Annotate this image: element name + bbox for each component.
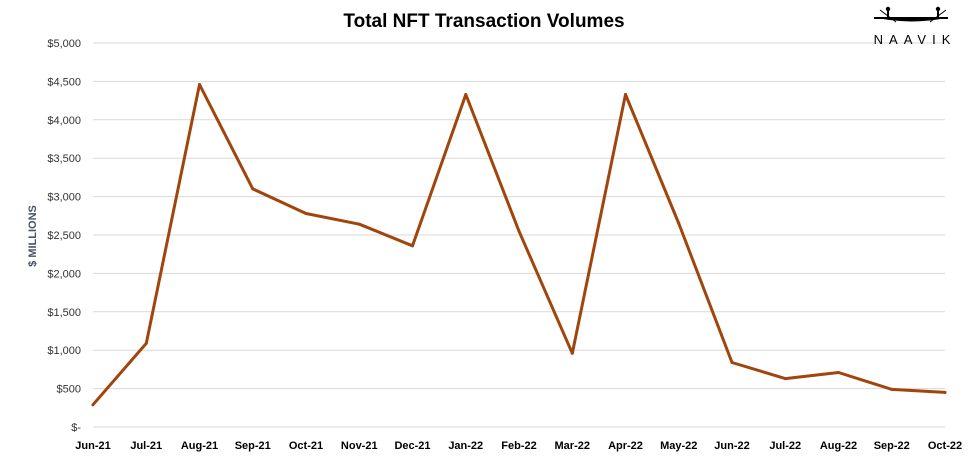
- x-tick-label: Feb-22: [501, 440, 536, 452]
- x-tick-label: Oct-21: [289, 440, 323, 452]
- data-point: [304, 211, 308, 215]
- x-tick-label: Aug-22: [820, 440, 857, 452]
- x-tick-label: Mar-22: [555, 440, 590, 452]
- y-tick-label: $1,000: [47, 345, 81, 357]
- data-point: [464, 92, 468, 96]
- data-point: [943, 390, 947, 394]
- gridlines: [93, 42, 945, 428]
- y-tick-labels: $- $500 $1,000 $1,500 $2,000 $2,500 $3,000 $3,5…: [47, 38, 81, 434]
- y-axis-label: $ MILLIONS: [27, 205, 39, 267]
- x-tick-label: Dec-21: [394, 440, 430, 452]
- x-tick-label: Jul-21: [130, 440, 162, 452]
- data-point: [624, 92, 627, 96]
- data-point: [517, 229, 521, 233]
- data-point: [570, 351, 574, 355]
- x-tick-label: Aug-21: [181, 440, 218, 452]
- y-tick-label: $4,000: [47, 115, 81, 127]
- series-group: [91, 82, 947, 407]
- data-point: [837, 370, 840, 374]
- y-tick-label: $3,000: [47, 192, 81, 204]
- y-tick-label: $3,500: [47, 153, 81, 165]
- y-tick-label: $1,500: [47, 307, 81, 319]
- data-point: [783, 377, 787, 381]
- x-tick-label: Jun-21: [75, 440, 110, 452]
- x-tick-labels: Jun-21 Jul-21 Aug-21 Sep-21 Oct-21 Nov-21 Dec-…: [75, 440, 962, 452]
- y-tick-label: $5,000: [47, 38, 81, 50]
- data-point: [677, 221, 681, 225]
- x-tick-label: Nov-21: [341, 440, 378, 452]
- naavik-logo: NAAVIK: [874, 6, 957, 47]
- data-point: [198, 82, 201, 86]
- y-tick-label: $500: [57, 384, 81, 396]
- x-tick-label: Sep-21: [235, 440, 271, 452]
- y-tick-label: $2,000: [47, 268, 81, 280]
- x-tick-label: Jun-22: [714, 440, 749, 452]
- x-tick-label: Oct-22: [928, 440, 962, 452]
- data-point: [357, 222, 361, 226]
- y-tick-label: $4,500: [47, 76, 81, 88]
- x-tick-label: Jul-22: [769, 440, 801, 452]
- boat-icon: [874, 6, 948, 23]
- data-point: [144, 341, 148, 345]
- x-tick-label: Sep-22: [874, 440, 910, 452]
- y-tick-label: $2,500: [47, 230, 81, 242]
- data-point: [91, 403, 95, 407]
- x-tick-label: Jan-22: [448, 440, 483, 452]
- data-point: [411, 244, 414, 248]
- chart-title: Total NFT Transaction Volumes: [343, 11, 624, 32]
- data-point: [730, 360, 734, 364]
- x-tick-label: May-22: [660, 440, 697, 452]
- data-point: [251, 187, 255, 191]
- logo-text: NAAVIK: [874, 32, 957, 47]
- data-point: [890, 387, 894, 391]
- series-line: [91, 83, 947, 407]
- x-tick-label: Apr-22: [608, 440, 643, 452]
- y-tick-label: $-: [71, 422, 81, 434]
